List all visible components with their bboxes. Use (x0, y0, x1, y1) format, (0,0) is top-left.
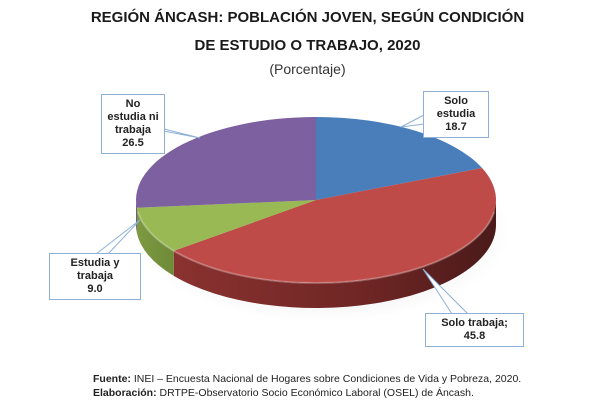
source-text: INEI – Encuesta Nacional de Hogares sobr… (130, 373, 522, 385)
slice-side-1 (173, 200, 497, 308)
label-value: 18.7 (445, 121, 467, 133)
chart-subtitle: (Porcentaje) (269, 61, 346, 77)
label-text: Estudia y trabaja (70, 257, 120, 282)
slice-solo-estudia (316, 117, 483, 200)
label-text: trabaja (114, 124, 152, 136)
label-estudia-y-trabaja: Estudia y trabaja 9.0 (49, 253, 141, 300)
slice-estudia-y-trabaja (136, 200, 316, 251)
label-solo-trabaja: Solo trabaja; 45.8 (425, 313, 524, 347)
label-text: Solo trabaja; 45.8 (441, 317, 508, 342)
slice-side-2 (136, 207, 174, 276)
chart-title-line1: REGIÓN ÁNCASH: POBLACIÓN JOVEN, SEGÚN CO… (90, 9, 525, 26)
elaboration-label: Elaboración: (93, 387, 157, 399)
label-value: 9.0 (87, 283, 103, 295)
label-no-estudia-ni-trabaja: No estudia ni trabaja 26.5 (101, 94, 165, 154)
source-label: Fuente: (93, 373, 131, 385)
chart-title-line2: DE ESTUDIO O TRABAJO, 2020 (194, 37, 421, 54)
label-value: 26.5 (122, 137, 144, 149)
slice-no-estudia-ni-trabaja (135, 117, 316, 208)
elaboration-note: Elaboración: DRTPE-Observatorio Socio Ec… (93, 387, 474, 399)
label-solo-estudia: Solo estudia 18.7 (423, 91, 489, 138)
label-text: Solo estudia (436, 95, 476, 120)
label-text: No estudia ni (107, 98, 159, 123)
slice-solo-trabaja (173, 167, 496, 283)
source-note: Fuente: INEI – Encuesta Nacional de Hoga… (93, 373, 521, 385)
elaboration-text: DRTPE-Observatorio Socio Económico Labor… (156, 387, 474, 399)
